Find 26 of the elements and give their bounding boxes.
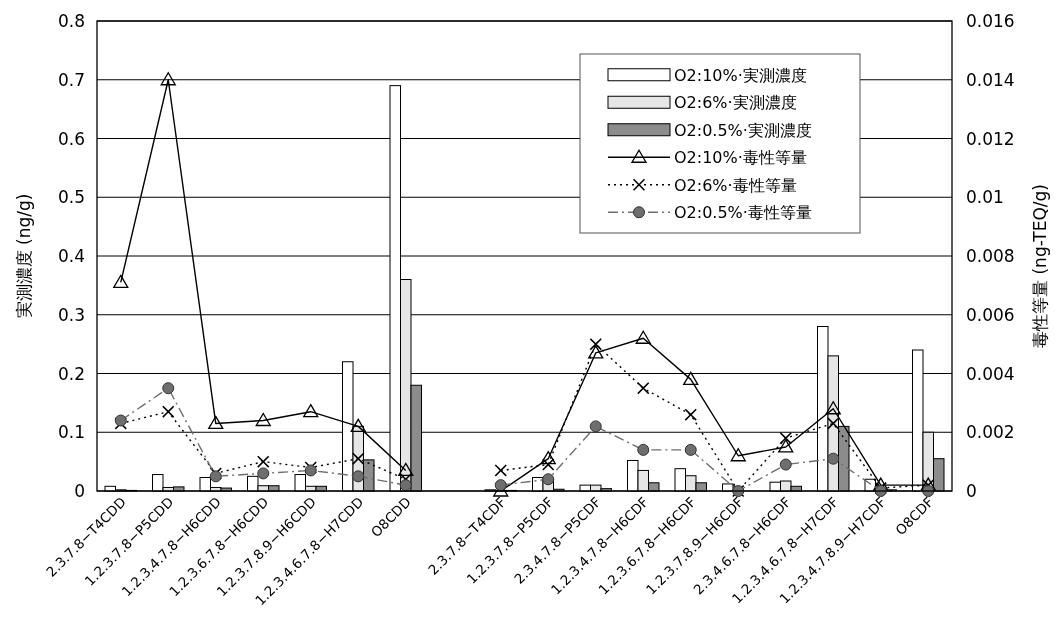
y2-tick-label: 0.012 — [966, 128, 1015, 149]
legend-label: O2:0.5%·実測濃度 — [674, 120, 812, 140]
y-tick-label: 0.6 — [57, 128, 85, 149]
y2-tick-label: 0.006 — [966, 304, 1015, 325]
legend-label: O2:6%·毒性等量 — [674, 175, 797, 195]
legend-label: O2:0.5%·毒性等量 — [674, 203, 812, 223]
y-axis-title: 実測濃度 (ng/g) — [14, 193, 34, 319]
y2-tick-label: 0 — [966, 481, 977, 501]
y-tick-label: 0.7 — [57, 69, 85, 90]
y-tick-label: 0.1 — [57, 422, 85, 443]
y2-tick-label: 0.01 — [966, 187, 1004, 208]
y2-tick-label: 0.004 — [966, 363, 1015, 384]
y-tick-label: 0.3 — [57, 304, 85, 325]
y-tick-label: 0 — [74, 481, 85, 501]
y-tick-label: 0.4 — [57, 246, 85, 266]
y2-tick-label: 0.008 — [966, 246, 1015, 266]
y2-axis-title: 毒性等量 (ng-TEQ/g) — [1030, 184, 1050, 348]
y-tick-label: 0.2 — [57, 363, 85, 384]
y2-tick-label: 0.002 — [966, 422, 1015, 443]
y2-tick-label: 0.014 — [966, 69, 1015, 90]
y-tick-label: 0.5 — [57, 187, 85, 208]
y2-tick-label: 0.016 — [966, 11, 1015, 31]
legend-label: O2:6%·実測濃度 — [674, 93, 797, 113]
legend-label: O2:10%·毒性等量 — [674, 148, 807, 168]
legend-label: O2:10%·実測濃度 — [674, 65, 807, 85]
y-tick-label: 0.8 — [57, 11, 85, 31]
